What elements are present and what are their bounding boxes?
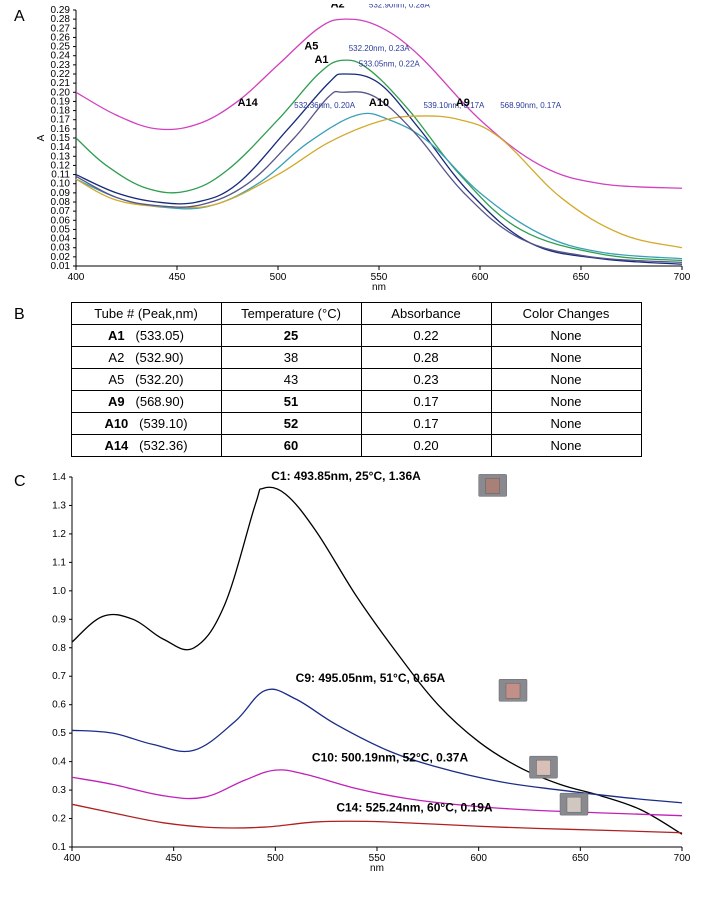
table-header: Tube # (Peak,nm) bbox=[71, 303, 221, 325]
table-cell: None bbox=[491, 413, 641, 435]
svg-text:nm: nm bbox=[372, 282, 386, 293]
table-row: A9 (568.90)510.17None bbox=[71, 391, 641, 413]
table-cell: A2 (532.90) bbox=[71, 347, 221, 369]
svg-text:700: 700 bbox=[674, 853, 691, 864]
table-header: Color Changes bbox=[491, 303, 641, 325]
svg-text:A9: A9 bbox=[456, 97, 470, 109]
svg-text:450: 450 bbox=[165, 853, 182, 864]
svg-text:0.3: 0.3 bbox=[52, 785, 66, 796]
svg-text:A5: A5 bbox=[304, 40, 318, 52]
svg-text:650: 650 bbox=[572, 853, 589, 864]
table-cell: 52 bbox=[221, 413, 361, 435]
table-cell: 51 bbox=[221, 391, 361, 413]
svg-text:600: 600 bbox=[470, 853, 487, 864]
svg-text:0.2: 0.2 bbox=[52, 814, 66, 825]
table-cell: 0.17 bbox=[361, 413, 491, 435]
svg-text:0.9: 0.9 bbox=[52, 614, 66, 625]
table-cell: 0.23 bbox=[361, 369, 491, 391]
svg-text:C9: 495.05nm, 51°C, 0.65A: C9: 495.05nm, 51°C, 0.65A bbox=[296, 671, 446, 685]
svg-text:A: A bbox=[36, 134, 47, 141]
table-cell: A14 (532.36) bbox=[71, 435, 221, 457]
table-cell: None bbox=[491, 325, 641, 347]
table-cell: None bbox=[491, 391, 641, 413]
panel-a: A 4004505005506006507000.010.020.030.040… bbox=[0, 0, 712, 294]
table-cell: None bbox=[491, 369, 641, 391]
table-header: Absorbance bbox=[361, 303, 491, 325]
svg-text:1.0: 1.0 bbox=[52, 586, 66, 597]
table-cell: 0.17 bbox=[361, 391, 491, 413]
svg-text:nm: nm bbox=[370, 863, 384, 874]
svg-text:532.36nm, 0.20A: 532.36nm, 0.20A bbox=[294, 101, 356, 110]
svg-text:500: 500 bbox=[270, 272, 287, 283]
panel-b-table: Tube # (Peak,nm)Temperature (°C)Absorban… bbox=[71, 302, 642, 457]
svg-text:0.1: 0.1 bbox=[52, 842, 66, 853]
table-cell: A10 (539.10) bbox=[71, 413, 221, 435]
table-cell: 60 bbox=[221, 435, 361, 457]
panel-c: C 4004505005506006507000.10.20.30.40.50.… bbox=[0, 467, 712, 875]
svg-text:532.90nm, 0.28A: 532.90nm, 0.28A bbox=[369, 4, 431, 9]
svg-text:A2: A2 bbox=[331, 4, 345, 10]
panel-b-label: B bbox=[14, 306, 25, 324]
table-row: A1 (533.05)250.22None bbox=[71, 325, 641, 347]
table-cell: 25 bbox=[221, 325, 361, 347]
svg-text:1.3: 1.3 bbox=[52, 500, 66, 511]
table-row: A2 (532.90)380.28None bbox=[71, 347, 641, 369]
table-cell: A9 (568.90) bbox=[71, 391, 221, 413]
table-cell: None bbox=[491, 347, 641, 369]
svg-text:C14: 525.24nm, 60°C, 0.19A: C14: 525.24nm, 60°C, 0.19A bbox=[336, 800, 493, 814]
panel-c-label: C bbox=[14, 473, 26, 491]
svg-text:533.05nm, 0.22A: 533.05nm, 0.22A bbox=[359, 60, 421, 69]
svg-text:568.90nm, 0.17A: 568.90nm, 0.17A bbox=[500, 101, 562, 110]
table-header: Temperature (°C) bbox=[221, 303, 361, 325]
table-cell: 0.28 bbox=[361, 347, 491, 369]
svg-text:0.29: 0.29 bbox=[51, 5, 71, 16]
svg-text:A10: A10 bbox=[369, 97, 389, 109]
panel-b: B Tube # (Peak,nm)Temperature (°C)Absorb… bbox=[0, 302, 712, 457]
panel-a-svg: 4004505005506006507000.010.020.030.040.0… bbox=[32, 4, 692, 294]
svg-text:450: 450 bbox=[169, 272, 186, 283]
table-row: A14 (532.36)600.20None bbox=[71, 435, 641, 457]
table-cell: 43 bbox=[221, 369, 361, 391]
svg-text:500: 500 bbox=[267, 853, 284, 864]
svg-text:0.7: 0.7 bbox=[52, 671, 66, 682]
table-cell: 0.20 bbox=[361, 435, 491, 457]
svg-text:0.8: 0.8 bbox=[52, 643, 66, 654]
table-cell: 38 bbox=[221, 347, 361, 369]
svg-text:0.6: 0.6 bbox=[52, 700, 66, 711]
svg-text:700: 700 bbox=[674, 272, 691, 283]
svg-text:A14: A14 bbox=[238, 97, 259, 109]
svg-text:C1: 493.85nm, 25°C, 1.36A: C1: 493.85nm, 25°C, 1.36A bbox=[271, 469, 421, 483]
svg-text:0.5: 0.5 bbox=[52, 728, 66, 739]
table-cell: 0.22 bbox=[361, 325, 491, 347]
panel-a-label: A bbox=[14, 8, 25, 26]
svg-text:0.4: 0.4 bbox=[52, 757, 66, 768]
svg-text:400: 400 bbox=[64, 853, 81, 864]
svg-text:1.2: 1.2 bbox=[52, 529, 66, 540]
svg-text:A1: A1 bbox=[314, 54, 328, 66]
svg-text:C10: 500.19nm, 52°C, 0.37A: C10: 500.19nm, 52°C, 0.37A bbox=[312, 751, 469, 765]
svg-text:539.10nm, 0.17A: 539.10nm, 0.17A bbox=[423, 101, 485, 110]
table-row: A5 (532.20)430.23None bbox=[71, 369, 641, 391]
panel-c-chart: 4004505005506006507000.10.20.30.40.50.60… bbox=[32, 467, 712, 875]
svg-text:532.20nm, 0.23A: 532.20nm, 0.23A bbox=[349, 44, 411, 53]
panel-c-svg: 4004505005506006507000.10.20.30.40.50.60… bbox=[32, 467, 692, 875]
svg-text:400: 400 bbox=[68, 272, 85, 283]
panel-a-chart: 4004505005506006507000.010.020.030.040.0… bbox=[32, 4, 712, 294]
svg-text:600: 600 bbox=[472, 272, 489, 283]
svg-text:1.1: 1.1 bbox=[52, 557, 66, 568]
svg-text:1.4: 1.4 bbox=[52, 472, 66, 483]
table-cell: A5 (532.20) bbox=[71, 369, 221, 391]
table-cell: A1 (533.05) bbox=[71, 325, 221, 347]
table-cell: None bbox=[491, 435, 641, 457]
table-row: A10 (539.10)520.17None bbox=[71, 413, 641, 435]
svg-text:650: 650 bbox=[573, 272, 590, 283]
